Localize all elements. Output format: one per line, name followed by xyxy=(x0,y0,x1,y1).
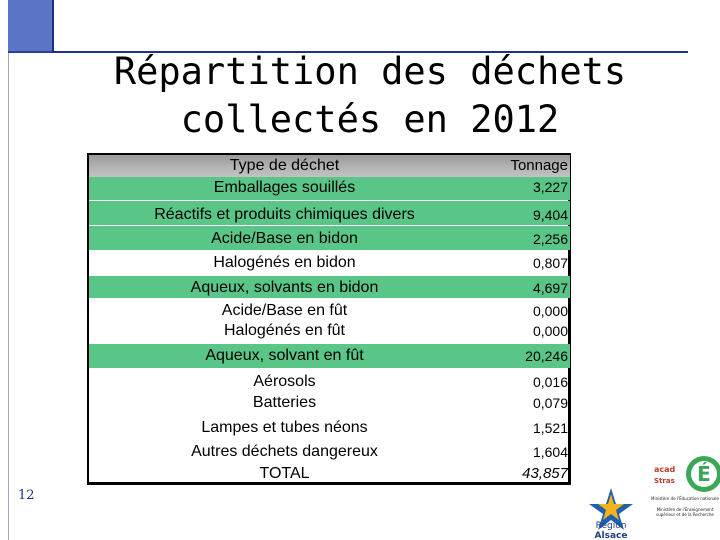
header-rule xyxy=(52,51,688,53)
corner-square-decoration xyxy=(8,0,54,53)
vertical-divider xyxy=(52,0,54,52)
svg-text:Stras: Stras xyxy=(654,477,675,485)
row-value: 1,604 xyxy=(532,444,568,460)
row-value: 3,227 xyxy=(532,179,568,195)
row-label: Halogénés en fût xyxy=(224,322,345,339)
row-label: Acide/Base en bidon xyxy=(211,230,358,247)
region-name-line2: Alsace xyxy=(595,531,628,540)
table-row: Acide/Base en fût 0,000 xyxy=(89,298,570,321)
row-label: Batteries xyxy=(252,394,317,411)
row-value: 1,521 xyxy=(532,420,568,436)
table-row: Aqueux, solvants en bidon 4,697 xyxy=(89,276,570,298)
row-label: Lampes et tubes néons xyxy=(201,419,368,436)
row-label: Autres déchets dangereux xyxy=(191,443,378,460)
row-value: 9,404 xyxy=(532,207,568,223)
table-row: Aqueux, solvant en fût 20,246 xyxy=(89,344,570,368)
row-label: Réactifs et produits chimiques divers xyxy=(154,206,415,223)
row-label: Aqueux, solvants en bidon xyxy=(190,279,379,296)
row-label: Aqueux, solvant en fût xyxy=(205,347,364,364)
table-row: Batteries 0,079 xyxy=(89,392,570,415)
total-label: TOTAL xyxy=(259,465,310,482)
table-header-row: Type de déchet Tonnage xyxy=(89,155,570,177)
row-value: 0,000 xyxy=(532,323,568,339)
table-row: Acide/Base en bidon 2,256 xyxy=(89,226,570,250)
academie-strasbourg-logo: É acad Stras xyxy=(654,456,720,492)
left-margin-rule xyxy=(8,53,9,540)
slide-title-line1: Répartition des déchets xyxy=(113,50,627,93)
row-label: Acide/Base en fût xyxy=(221,302,348,319)
svg-text:É: É xyxy=(697,462,711,486)
ministere-logos: Ministère de l'Éducation nationale Minis… xyxy=(650,496,720,540)
row-value: 0,016 xyxy=(532,374,568,390)
row-value: 4,697 xyxy=(532,280,568,296)
slide-title-line2: collectés en 2012 xyxy=(180,98,560,141)
total-value: 43,857 xyxy=(522,465,568,482)
table-row: Autres déchets dangereux 1,604 xyxy=(89,438,570,462)
table-row: Halogénés en fût 0,000 xyxy=(89,321,570,343)
svg-text:acad: acad xyxy=(654,465,676,474)
header-type: Type de déchet xyxy=(229,157,340,174)
table-row: Emballages souillés 3,227 xyxy=(89,177,570,200)
header-tonnage: Tonnage xyxy=(510,157,568,174)
row-label: Emballages souillés xyxy=(213,179,356,196)
ministere-recherche-label: Ministère de l'Enseignement supérieur et… xyxy=(656,507,714,517)
table-row: Aérosols 0,016 xyxy=(89,369,570,391)
row-value: 0,807 xyxy=(532,255,568,271)
page-number: 12 xyxy=(18,488,35,503)
row-value: 0,079 xyxy=(532,395,568,411)
table-total-row: TOTAL 43,857 xyxy=(89,462,570,484)
region-name-line1: Région xyxy=(596,520,627,531)
row-value: 0,000 xyxy=(532,303,568,319)
table-row: Halogénés en bidon 0,807 xyxy=(89,251,570,275)
slide-title: Répartition des déchets collectés en 201… xyxy=(90,48,650,144)
row-label: Aérosols xyxy=(253,373,316,390)
table-row: Lampes et tubes néons 1,521 xyxy=(89,415,570,438)
row-value: 2,256 xyxy=(532,231,568,247)
row-value: 20,246 xyxy=(525,348,568,364)
region-alsace-logo: Région Alsace xyxy=(589,488,633,540)
ministere-education-label: Ministère de l'Éducation nationale xyxy=(651,496,719,501)
row-label: Halogénés en bidon xyxy=(213,254,356,271)
table-row: Réactifs et produits chimiques divers 9,… xyxy=(89,201,570,225)
waste-table: Type de déchet Tonnage Emballages souill… xyxy=(87,153,571,485)
